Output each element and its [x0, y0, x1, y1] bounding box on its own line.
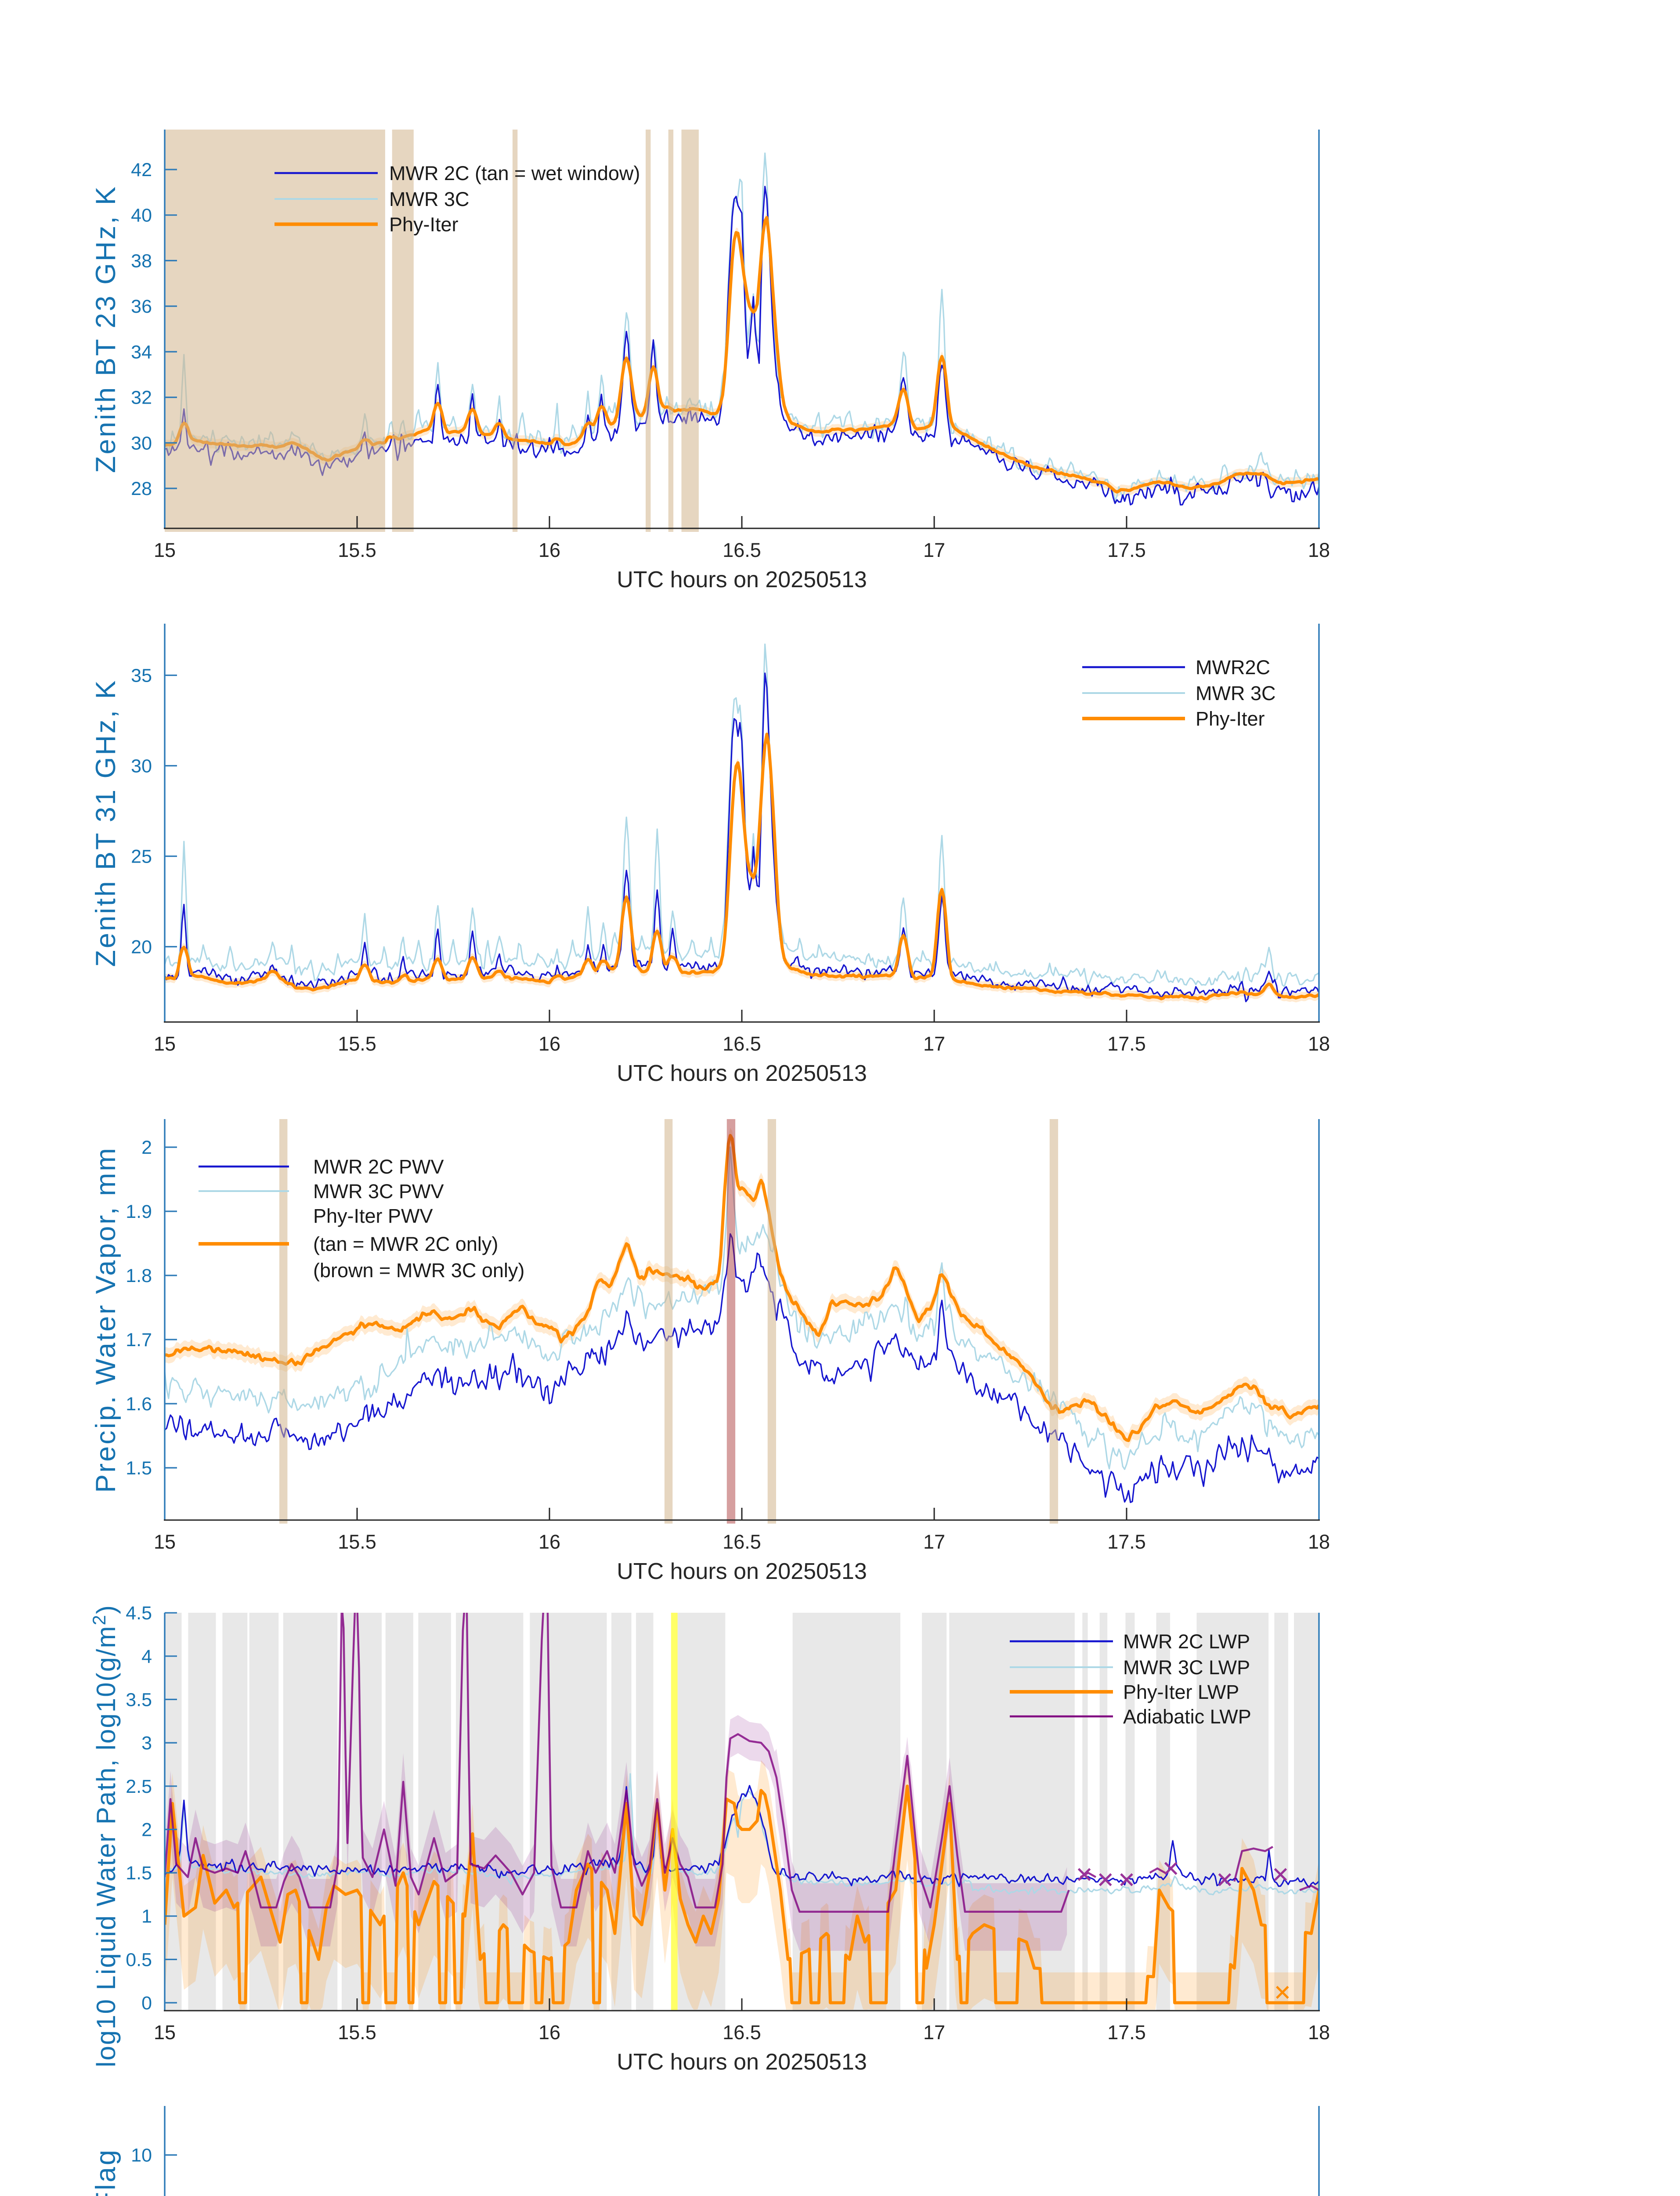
svg-text:2: 2	[141, 1819, 152, 1840]
svg-text:16: 16	[538, 539, 560, 561]
svg-text:30: 30	[131, 756, 152, 777]
svg-text:2: 2	[141, 1137, 152, 1158]
svg-text:18: 18	[1308, 1033, 1330, 1055]
svg-text:17.5: 17.5	[1107, 1033, 1146, 1055]
svg-text:MWR Phy Iter DQ Flag: MWR Phy Iter DQ Flag	[90, 2148, 121, 2196]
svg-text:MWR 3C: MWR 3C	[1196, 682, 1275, 704]
svg-text:Phy-Iter: Phy-Iter	[1196, 708, 1265, 730]
svg-text:17.5: 17.5	[1107, 539, 1146, 561]
svg-text:MWR 3C PWV: MWR 3C PWV	[313, 1180, 444, 1203]
svg-text:16: 16	[538, 1531, 560, 1553]
svg-text:18: 18	[1308, 2021, 1330, 2044]
svg-text:16.5: 16.5	[723, 2021, 761, 2044]
svg-text:32: 32	[131, 387, 152, 408]
svg-text:15: 15	[154, 1033, 176, 1055]
svg-text:0: 0	[141, 1993, 152, 2014]
svg-text:40: 40	[131, 205, 152, 226]
svg-text:30: 30	[131, 433, 152, 454]
svg-text:UTC hours on 20250513: UTC hours on 20250513	[617, 1061, 867, 1086]
svg-text:15: 15	[154, 539, 176, 561]
svg-text:28: 28	[131, 478, 152, 499]
svg-text:4: 4	[141, 1646, 152, 1667]
svg-text:15: 15	[154, 1531, 176, 1553]
svg-text:17: 17	[923, 1033, 945, 1055]
svg-text:Phy-Iter LWP: Phy-Iter LWP	[1123, 1681, 1239, 1703]
svg-text:1: 1	[141, 1906, 152, 1927]
svg-text:1.5: 1.5	[126, 1863, 152, 1884]
svg-text:(brown = MWR 3C only): (brown = MWR 3C only)	[313, 1259, 524, 1282]
svg-text:17.5: 17.5	[1107, 2021, 1146, 2044]
svg-text:15.5: 15.5	[338, 1033, 376, 1055]
svg-text:1.8: 1.8	[126, 1265, 152, 1286]
svg-text:17.5: 17.5	[1107, 1531, 1146, 1553]
svg-text:18: 18	[1308, 539, 1330, 561]
svg-text:Zenith BT 23 GHz, K: Zenith BT 23 GHz, K	[90, 185, 121, 473]
svg-text:Zenith BT 31 GHz, K: Zenith BT 31 GHz, K	[90, 679, 121, 967]
svg-text:16: 16	[538, 2021, 560, 2044]
svg-text:18: 18	[1308, 1531, 1330, 1553]
svg-text:16: 16	[538, 1033, 560, 1055]
svg-text:42: 42	[131, 159, 152, 181]
svg-text:MWR 2C PWV: MWR 2C PWV	[313, 1156, 444, 1178]
svg-text:1.6: 1.6	[126, 1394, 152, 1415]
svg-text:16.5: 16.5	[723, 1033, 761, 1055]
svg-text:MWR2C: MWR2C	[1196, 656, 1270, 679]
svg-text:15.5: 15.5	[338, 1531, 376, 1553]
svg-text:1.7: 1.7	[126, 1329, 152, 1351]
svg-text:3: 3	[141, 1733, 152, 1754]
svg-text:UTC hours on 20250513: UTC hours on 20250513	[617, 2049, 867, 2075]
svg-text:34: 34	[131, 342, 152, 363]
svg-text:20: 20	[131, 937, 152, 958]
svg-text:Phy-Iter PWV: Phy-Iter PWV	[313, 1205, 433, 1227]
svg-text:35: 35	[131, 665, 152, 686]
svg-text:MWR 2C (tan = wet window): MWR 2C (tan = wet window)	[389, 162, 640, 184]
svg-text:36: 36	[131, 296, 152, 317]
svg-text:MWR 3C LWP: MWR 3C LWP	[1123, 1656, 1250, 1679]
svg-text:(tan = MWR 2C only): (tan = MWR 2C only)	[313, 1233, 498, 1255]
svg-text:UTC hours on 20250513: UTC hours on 20250513	[617, 1559, 867, 1584]
svg-text:15.5: 15.5	[338, 539, 376, 561]
svg-text:10: 10	[131, 2145, 152, 2166]
svg-text:16.5: 16.5	[723, 539, 761, 561]
svg-text:Adiabatic LWP: Adiabatic LWP	[1123, 1705, 1251, 1728]
svg-text:38: 38	[131, 250, 152, 271]
svg-text:4.5: 4.5	[126, 1603, 152, 1624]
svg-text:15: 15	[154, 2021, 176, 2044]
svg-text:UTC hours on 20250513: UTC hours on 20250513	[617, 567, 867, 592]
svg-text:15.5: 15.5	[338, 2021, 376, 2044]
svg-text:17: 17	[923, 2021, 945, 2044]
svg-text:2.5: 2.5	[126, 1776, 152, 1797]
svg-text:MWR 2C LWP: MWR 2C LWP	[1123, 1630, 1250, 1653]
svg-text:3.5: 3.5	[126, 1689, 152, 1710]
svg-text:17: 17	[923, 539, 945, 561]
svg-text:Phy-Iter: Phy-Iter	[389, 213, 459, 236]
svg-text:log10 Liquid Water Path, log10: log10 Liquid Water Path, log10(g/m2)	[89, 1604, 121, 2067]
svg-text:1.5: 1.5	[126, 1458, 152, 1479]
svg-text:Precip. Water Vapor, mm: Precip. Water Vapor, mm	[90, 1146, 121, 1493]
svg-text:16.5: 16.5	[723, 1531, 761, 1553]
svg-text:25: 25	[131, 846, 152, 867]
svg-text:17: 17	[923, 1531, 945, 1553]
svg-text:1.9: 1.9	[126, 1201, 152, 1222]
svg-text:0.5: 0.5	[126, 1949, 152, 1970]
svg-text:MWR 3C: MWR 3C	[389, 188, 469, 210]
